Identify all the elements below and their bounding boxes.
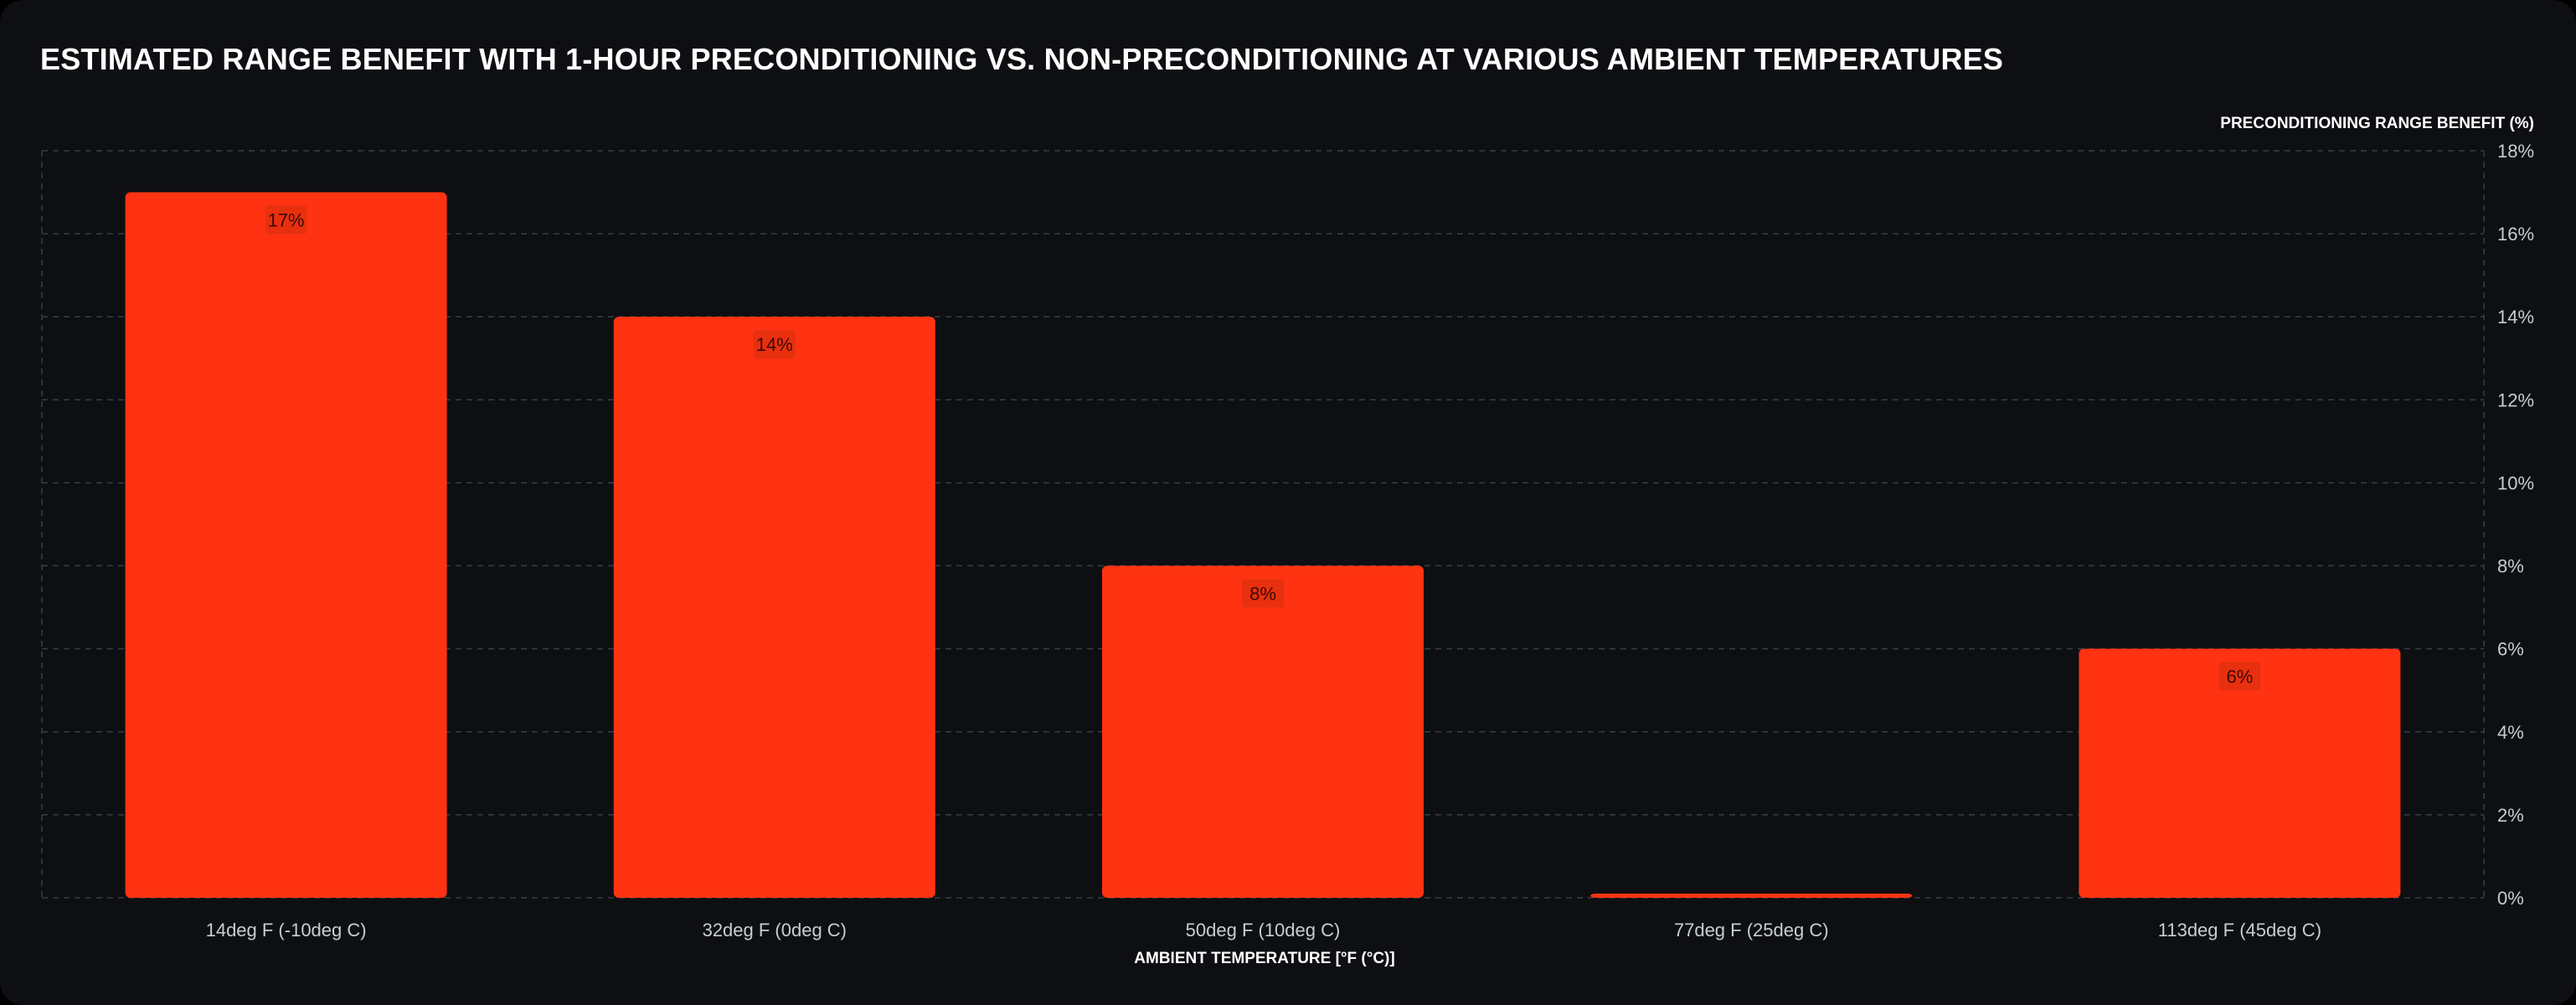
y-tick-label: 18% [2497, 141, 2534, 162]
bars [125, 192, 2401, 899]
chart-title: ESTIMATED RANGE BENEFIT WITH 1-HOUR PREC… [40, 42, 2004, 76]
data-label-box [2218, 662, 2261, 691]
x-tick-label: 32deg F (0deg C) [703, 920, 847, 941]
data-label: 6% [2227, 667, 2254, 688]
data-label: 8% [1249, 584, 1276, 605]
bar [613, 317, 935, 898]
bar [1590, 894, 1913, 898]
y-axis-title: PRECONDITIONING RANGE BENEFIT (%) [2220, 115, 2534, 132]
y-tick-label: 14% [2497, 307, 2534, 327]
data-label: 17% [268, 210, 305, 231]
y-tick-label: 2% [2497, 805, 2524, 826]
x-axis-title: AMBIENT TEMPERATURE [°F (°C)] [1134, 950, 1394, 967]
y-tick-label: 4% [2497, 722, 2524, 743]
data-label-box [265, 205, 307, 234]
bar [2079, 648, 2401, 898]
x-tick-label: 113deg F (45deg C) [2158, 920, 2321, 941]
y-tick-label: 0% [2497, 888, 2524, 909]
y-tick-label: 12% [2497, 389, 2534, 410]
y-tick-label: 6% [2497, 639, 2524, 660]
y-axis-ticks: 0% 2% 4% 6% 8% 10% 12% 14% 16% 18% [2497, 141, 2534, 909]
x-tick-label: 50deg F (10deg C) [1186, 920, 1341, 941]
data-labels: 17% 14% 8% 6% [265, 205, 2261, 691]
bar [1102, 565, 1424, 898]
y-tick-label: 8% [2497, 556, 2524, 577]
data-label-box [753, 330, 796, 359]
x-tick-label: 14deg F (-10deg C) [206, 920, 367, 941]
bar [125, 192, 447, 899]
x-axis-ticks: 14deg F (-10deg C) 32deg F (0deg C) 50deg … [206, 920, 2321, 941]
x-tick-label: 77deg F (25deg C) [1674, 920, 1829, 941]
y-tick-label: 10% [2497, 472, 2534, 493]
data-label-box [1242, 579, 1284, 608]
y-tick-label: 16% [2497, 224, 2534, 245]
data-label: 14% [756, 334, 793, 355]
